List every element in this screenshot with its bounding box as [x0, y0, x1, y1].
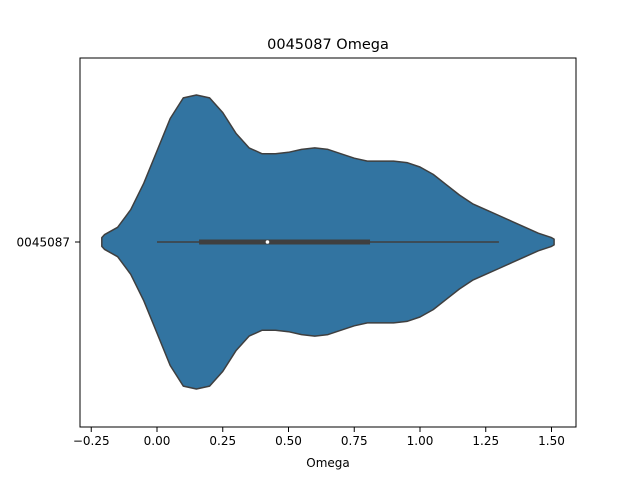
x-tick-label: 1.25 [472, 434, 499, 448]
x-tick-label: −0.25 [73, 434, 110, 448]
x-tick-label: 0.50 [275, 434, 302, 448]
x-axis-label: Omega [306, 456, 350, 470]
box-median [265, 240, 270, 244]
x-tick-label: 0.00 [144, 434, 171, 448]
y-axis-ticks: 0045087 [17, 236, 80, 250]
x-tick-label: 0.75 [341, 434, 368, 448]
x-tick-label: 1.00 [407, 434, 434, 448]
x-axis-ticks: −0.25 0.00 0.25 0.50 0.75 1.00 1.25 1.50 [73, 427, 565, 448]
x-tick-label: 0.25 [209, 434, 236, 448]
box-layer [157, 239, 499, 245]
y-tick-label: 0045087 [17, 236, 70, 250]
x-tick-label: 1.50 [538, 434, 565, 448]
box-iqr [199, 239, 371, 245]
chart-title: 0045087 Omega [267, 37, 389, 53]
